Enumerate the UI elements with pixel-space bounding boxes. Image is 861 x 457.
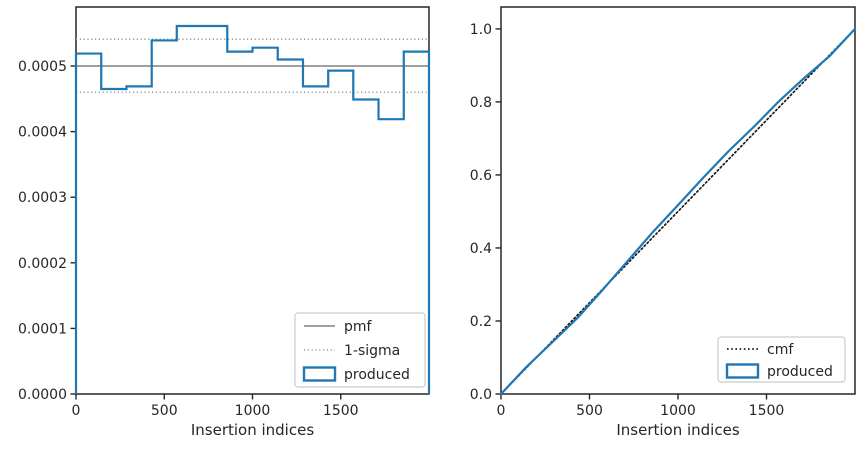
- legend-label: pmf: [344, 319, 373, 335]
- legend: pmf 1-sigma produced: [294, 312, 426, 388]
- y-tick-label: 0.0000: [18, 387, 67, 403]
- legend-label: produced: [767, 364, 833, 380]
- x-tick-label: 0: [497, 403, 506, 419]
- x-axis-label: Insertion indices: [616, 421, 739, 439]
- y-tick-label: 0.0004: [18, 125, 67, 141]
- y-tick-label: 0.0: [470, 387, 492, 403]
- axes-spines: [500, 6, 856, 395]
- legend: cmf produced: [717, 336, 846, 383]
- y-tick-label: 0.6: [470, 168, 492, 184]
- cmf-plot: 0 500 1000 1500 0.0 0.2 0.4 0.6 0.8 1.0 Insertion …: [470, 6, 857, 439]
- y-tick-label: 0.0001: [18, 321, 67, 337]
- legend-label: produced: [344, 367, 410, 383]
- x-tick-label: 1500: [323, 403, 359, 419]
- cmf-line: [500, 28, 856, 395]
- pmf-plot: 0 500 1000 1500 0.0000 0.0001 0.0002 0.0003 0.00…: [18, 6, 431, 439]
- produced-step-line: [74, 24, 431, 394]
- y-tick-label: 1.0: [470, 22, 492, 38]
- y-tick-label: 0.8: [470, 95, 492, 111]
- x-tick-label: 500: [576, 403, 603, 419]
- y-tick-label: 0.0005: [18, 59, 67, 75]
- x-tick-label: 1000: [660, 403, 696, 419]
- produced-line: [499, 27, 857, 396]
- x-axis-label: Insertion indices: [191, 421, 314, 439]
- x-tick-label: 500: [151, 403, 178, 419]
- x-tick-label: 0: [72, 403, 81, 419]
- legend-label: 1-sigma: [344, 343, 400, 359]
- y-tick-label: 0.2: [470, 314, 492, 330]
- x-tick-label: 1500: [749, 403, 785, 419]
- y-tick-label: 0.4: [470, 241, 492, 257]
- x-tick-label: 1000: [235, 403, 271, 419]
- legend-swatch-produced: [725, 363, 760, 379]
- legend-swatch-produced: [302, 366, 337, 382]
- legend-label: cmf: [767, 342, 794, 358]
- y-tick-label: 0.0003: [18, 190, 67, 206]
- y-tick-label: 0.0002: [18, 256, 67, 272]
